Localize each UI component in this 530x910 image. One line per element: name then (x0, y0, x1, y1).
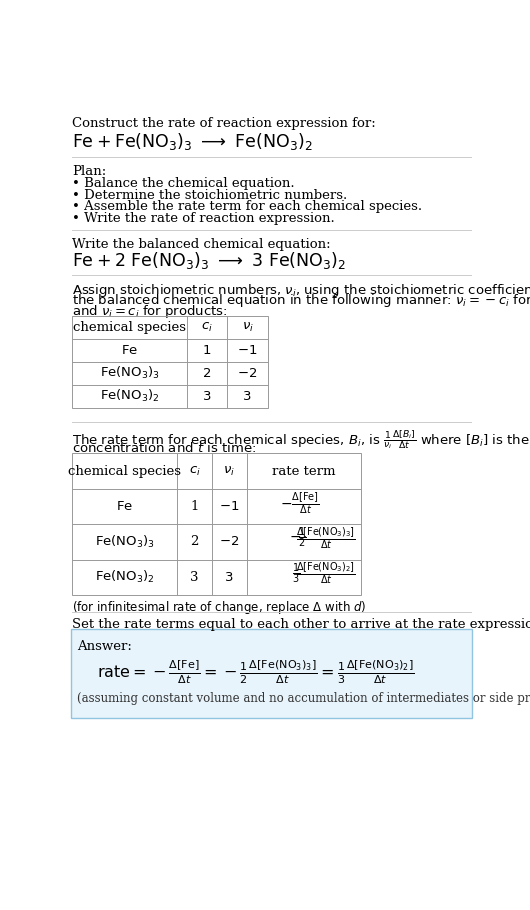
Text: the balanced chemical equation in the following manner: $\nu_i = -c_i$ for react: the balanced chemical equation in the fo… (73, 292, 530, 309)
Text: 1: 1 (190, 500, 199, 513)
Text: $\mathrm{Fe}$: $\mathrm{Fe}$ (116, 500, 134, 513)
Text: Answer:: Answer: (77, 640, 132, 652)
Text: $\mathrm{Fe}$: $\mathrm{Fe}$ (121, 344, 138, 357)
Text: Set the rate terms equal to each other to arrive at the rate expression:: Set the rate terms equal to each other t… (73, 618, 530, 632)
Text: 2: 2 (203, 367, 211, 379)
Text: Assign stoichiometric numbers, $\nu_i$, using the stoichiometric coefficients, $: Assign stoichiometric numbers, $\nu_i$, … (73, 282, 530, 298)
Text: chemical species: chemical species (68, 465, 181, 478)
Text: 2: 2 (190, 535, 199, 549)
Bar (73, 453, 361, 595)
Bar (71, 629, 472, 717)
Text: concentration and $t$ is time:: concentration and $t$ is time: (73, 441, 257, 455)
Text: rate term: rate term (272, 465, 335, 478)
Text: $-\!\frac{1}{2}$: $-\!\frac{1}{2}$ (289, 526, 306, 551)
Text: Plan:: Plan: (73, 165, 107, 177)
Text: and $\nu_i = c_i$ for products:: and $\nu_i = c_i$ for products: (73, 303, 228, 320)
Text: $\mathrm{Fe(NO_3)_2}$: $\mathrm{Fe(NO_3)_2}$ (100, 389, 160, 404)
Text: chemical species: chemical species (73, 320, 187, 334)
Text: $\mathregular{Fe + 2\ Fe(NO_3)_3 \ {\longrightarrow} \ 3\ Fe(NO_3)_2}$: $\mathregular{Fe + 2\ Fe(NO_3)_3 \ {\lon… (73, 250, 347, 271)
Text: $\mathrm{Fe(NO_3)_3}$: $\mathrm{Fe(NO_3)_3}$ (95, 534, 155, 550)
Bar (73, 316, 268, 408)
Text: $c_i$: $c_i$ (201, 320, 213, 334)
Text: Construct the rate of reaction expression for:: Construct the rate of reaction expressio… (73, 116, 376, 130)
Text: $\mathrm{Fe(NO_3)_3}$: $\mathrm{Fe(NO_3)_3}$ (100, 365, 160, 381)
Text: $c_i$: $c_i$ (189, 464, 200, 478)
Text: $-2$: $-2$ (237, 367, 258, 379)
Text: $\nu_i$: $\nu_i$ (224, 464, 235, 478)
Text: $-1$: $-1$ (219, 500, 240, 513)
Text: • Balance the chemical equation.: • Balance the chemical equation. (73, 177, 295, 190)
Text: $-\frac{\Delta[\mathrm{Fe}]}{\Delta t}$: $-\frac{\Delta[\mathrm{Fe}]}{\Delta t}$ (280, 490, 320, 516)
Text: $-1$: $-1$ (237, 344, 258, 357)
Text: 3: 3 (225, 571, 234, 584)
Text: • Determine the stoichiometric numbers.: • Determine the stoichiometric numbers. (73, 188, 348, 201)
Text: $\nu_i$: $\nu_i$ (242, 320, 253, 334)
Text: $\mathrm{rate} = -\frac{\Delta[\mathrm{Fe}]}{\Delta t} = -\frac{1}{2}\frac{\Delt: $\mathrm{rate} = -\frac{\Delta[\mathrm{F… (97, 658, 415, 686)
Text: $\mathregular{Fe + Fe(NO_3)_3 \ {\longrightarrow} \ Fe(NO_3)_2}$: $\mathregular{Fe + Fe(NO_3)_3 \ {\longri… (73, 131, 313, 152)
Text: 1: 1 (203, 344, 211, 357)
Text: The rate term for each chemical species, $B_i$, is $\frac{1}{\nu_i}\frac{\Delta[: The rate term for each chemical species,… (73, 428, 530, 451)
Text: 3: 3 (203, 389, 211, 403)
Text: 3: 3 (190, 571, 199, 584)
Text: $-2$: $-2$ (219, 535, 240, 549)
Text: $\frac{1}{3}$: $\frac{1}{3}$ (292, 561, 300, 586)
Text: Write the balanced chemical equation:: Write the balanced chemical equation: (73, 238, 331, 251)
Text: (assuming constant volume and no accumulation of intermediates or side products): (assuming constant volume and no accumul… (77, 693, 530, 705)
Text: $\mathrm{Fe(NO_3)_2}$: $\mathrm{Fe(NO_3)_2}$ (95, 570, 155, 585)
Text: • Assemble the rate term for each chemical species.: • Assemble the rate term for each chemic… (73, 200, 422, 213)
Text: $\frac{\Delta[\mathrm{Fe(NO_3)_3}]}{\Delta t}$: $\frac{\Delta[\mathrm{Fe(NO_3)_3}]}{\Del… (296, 525, 355, 551)
Text: • Write the rate of reaction expression.: • Write the rate of reaction expression. (73, 212, 335, 225)
Text: 3: 3 (243, 389, 252, 403)
Text: (for infinitesimal rate of change, replace $\Delta$ with $d$): (for infinitesimal rate of change, repla… (73, 599, 367, 616)
Text: $\frac{\Delta[\mathrm{Fe(NO_3)_2}]}{\Delta t}$: $\frac{\Delta[\mathrm{Fe(NO_3)_2}]}{\Del… (296, 561, 355, 586)
